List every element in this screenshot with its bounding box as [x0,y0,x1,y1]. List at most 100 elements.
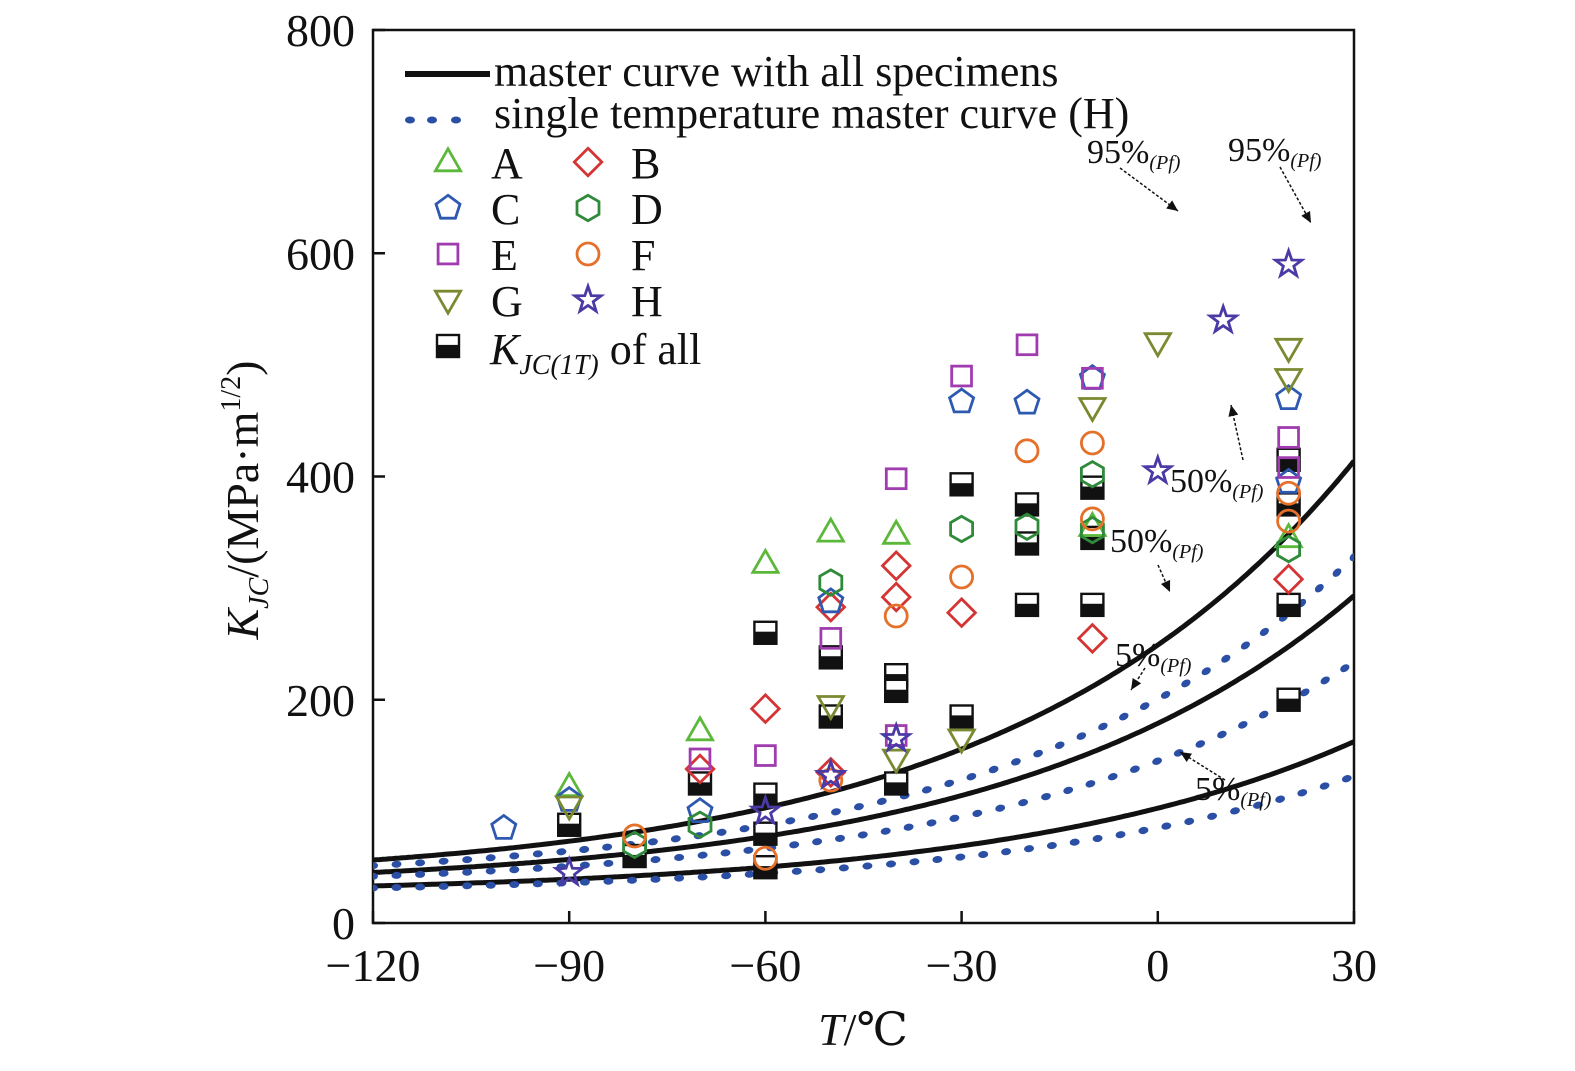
single-temp-curve-h-95pct-dot [831,808,841,816]
single-temp-curve-h-50pct-dot [995,804,1006,812]
single-temp-curve-h-5pct-dot [1230,807,1240,815]
single-temp-curve-h-50pct [373,664,1350,880]
marker-g [554,795,585,822]
marker-kjc-1t-of-all [1014,592,1040,618]
single-temp-curve-h-5pct-dot [1275,795,1286,803]
master-curve-all-95pct [373,459,1354,863]
marker-f [949,564,974,590]
single-temp-curve-h-50pct-dot [812,838,823,846]
svg-text:95%(Pf): 95%(Pf) [1087,134,1181,174]
legend-label-b: B [631,139,660,188]
marker-f [1276,508,1301,534]
single-temp-curve-h-95pct-dot [602,843,613,851]
legend-label-a: A [491,139,523,188]
single-temp-curve-h-95pct-dot [1033,749,1043,758]
marker-kjc-1t-of-all [949,472,974,497]
single-temp-curve-h-50pct-dot [674,853,685,862]
single-temp-curve-h-95pct-dot [1332,568,1342,577]
marker-c [1013,388,1041,415]
legend-marker-entries: A B C D E F G H [432,139,663,359]
single-temp-curve-h-95pct-dot [808,812,819,820]
svg-text:95%(Pf): 95%(Pf) [1228,132,1322,172]
single-temp-curve-h-50pct-dot [1320,676,1330,685]
marker-group [490,246,1306,888]
single-temp-curve-h-95pct-dot [670,835,681,843]
single-temp-curve-h-5pct-dot [1069,838,1080,846]
marker-b [1076,622,1109,655]
single-temp-curve-h-50pct-dot [903,823,914,831]
marker-d [1014,512,1040,542]
annotation-arrowhead [1228,405,1239,417]
marker-kjc-1t-of-all [884,678,909,704]
single-temp-curve-h-5pct-dot [1161,822,1172,830]
single-temp-curve-h-5pct-dot [603,877,614,885]
single-temp-curve-h-50pct-dot [926,819,937,827]
single-temp-curve-h-95pct-dot [485,854,496,862]
single-temp-curve-h-5pct-dot [650,875,661,883]
single-temp-curve-h-5pct-dot [744,870,755,878]
marker-kjc-1t-of-all [884,771,909,796]
marker-a [1077,510,1108,537]
single-temp-curve-h-5pct-dot [485,881,496,889]
single-temp-curve-h-95pct-dot [647,838,658,846]
single-temp-curve-h-95pct-dot [739,825,750,833]
single-temp-curve-h-95pct-dot [532,850,543,858]
single-temp-curve-h-5pct-dot [373,884,378,892]
marker-a [881,518,912,545]
single-temp-curve-h-95pct-dot [438,857,449,865]
legend-marker-c [434,193,462,220]
legend-marker-f [575,241,601,267]
marker-c [555,785,583,812]
single-temp-curve-h-5pct-dot [815,866,826,874]
single-temp-curve-h-95pct-dot [1349,552,1354,562]
single-temp-curve-h-50pct-dot [650,856,661,864]
single-temp-curve-h-50pct-dot [1340,664,1350,673]
single-temp-curve-h-5pct-dot [791,867,802,875]
single-temp-curve-h-50pct-dot [509,866,520,874]
marker-e [884,467,908,491]
single-temp-curve-h-95pct-dot [1054,741,1065,749]
single-temp-curve-h-5pct-dot [909,858,920,866]
single-temp-curve-h-5pct-dot [721,872,732,880]
single-temp-curve-h-95pct-dot [373,862,378,870]
marker-d [687,810,713,840]
single-temp-curve-h-5pct-dot [886,860,896,868]
single-temp-curve-h-5pct-dot [415,883,426,891]
y-tick-label: 600 [286,228,355,279]
single-temp-curve-h-95pct-dot [1098,722,1108,731]
y-tick-label: 400 [286,452,355,503]
single-temp-curve-h-50pct-dot [1173,749,1184,757]
single-temp-curve-h-5pct-dot [697,873,708,881]
y-tick-label: 0 [332,898,355,949]
single-temp-curve-h-5pct-dot [932,855,943,864]
annotation-leader [1179,751,1226,781]
single-temp-curve-h-50pct-dot [1107,773,1118,781]
single-temp-curve-h-95pct [373,552,1354,870]
svg-text:5%(Pf): 5%(Pf) [1195,771,1272,811]
marker-f [753,845,778,871]
marker-b [880,550,912,582]
single-temp-curve-h-5pct-dot [509,880,520,889]
x-tick-label: −90 [533,940,605,991]
marker-e [819,627,843,650]
single-temp-curve-h-5pct-dot [438,882,449,890]
tick-group: −120 −90 −60 −30 0 30 0 200 400 600 800 [286,5,1377,991]
marker-kjc-1t-of-all [1014,492,1040,517]
marker-g [1273,368,1304,395]
marker-h [1140,452,1176,486]
marker-g [1077,397,1108,424]
single-temp-curve-h-5pct-dot [1115,831,1126,839]
single-temp-curve-h-95pct-dot [462,856,473,864]
marker-a [750,547,781,574]
x-tick-label: 30 [1331,940,1377,991]
marker-a [1273,521,1304,549]
single-temp-curve-h-5pct-dot [579,878,590,886]
single-temp-curve-h-50pct-dot [1018,798,1029,807]
marker-e [1015,333,1039,357]
percentile-annotation: 50%(Pf) [1110,523,1204,593]
annotation-group: 95%(Pf) 95%(Pf) 50%(Pf) 50%(Pf) 5%(Pf) 5%(Pf) [1087,132,1322,811]
y-axis-title: KJC/(MPa·m1/2) [216,360,275,640]
single-temp-curve-h-50pct-dot [743,846,754,854]
single-temp-curve-h-5pct-dot [1001,848,1012,856]
single-temp-curve-h-95pct-dot [1314,583,1324,593]
